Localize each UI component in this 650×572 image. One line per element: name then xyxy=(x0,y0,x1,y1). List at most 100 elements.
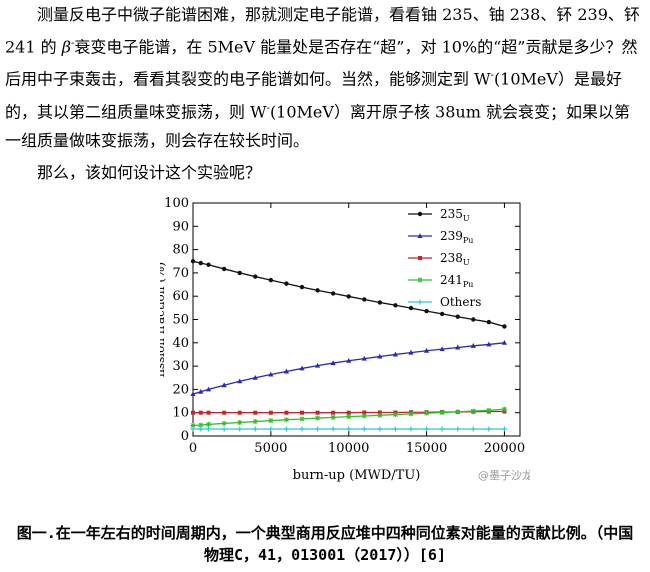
y-tick-label: 100 xyxy=(164,196,189,211)
y-tick-label: 70 xyxy=(172,266,189,281)
legend-swatch-marker xyxy=(417,299,423,305)
data-point-239Pu xyxy=(237,378,243,384)
data-point-241Pu xyxy=(198,422,204,428)
x-axis-label: burn-up (MWD/TU) xyxy=(293,468,421,483)
data-point-238U xyxy=(315,410,320,415)
series-line-239Pu xyxy=(192,342,505,395)
data-point-235U xyxy=(439,311,445,317)
data-point-238U xyxy=(331,410,336,415)
watermark-text: @墨子沙龙HEP xyxy=(478,469,530,482)
data-point-238U xyxy=(362,410,367,415)
legend-label: 235U xyxy=(440,207,470,223)
data-point-Others xyxy=(486,426,492,432)
data-point-239Pu xyxy=(423,347,430,353)
fission-fraction-chart: 0 10 20 30 40 50 60 70 80 90 100 0 5000 10000 15000 200… xyxy=(160,196,530,483)
data-point-Others xyxy=(206,426,212,432)
para1-text-c: (10MeV）是最好的，其以第二组质量味变振荡，则 W xyxy=(5,69,622,121)
data-point-Others xyxy=(198,426,204,432)
legend-swatch-marker xyxy=(417,277,423,283)
data-point-239Pu xyxy=(314,362,321,368)
data-point-241Pu xyxy=(439,409,445,415)
series-239Pu xyxy=(190,340,508,397)
data-point-241Pu xyxy=(361,413,367,419)
para1-text-a: 测量反电子中微子能谱困难，那就测定电子能谱，看看铀 235、铀 238、钚 23… xyxy=(5,5,640,57)
data-point-241Pu xyxy=(330,414,336,420)
data-point-235U xyxy=(455,314,460,319)
y-axis-label: fission fraction (%) xyxy=(160,262,167,377)
chart-legend: 235U 239Pu 238U 241Pu Others xyxy=(408,207,481,309)
y-tick-label: 60 xyxy=(172,289,189,304)
data-point-239Pu xyxy=(377,353,383,359)
data-point-241Pu xyxy=(315,415,321,421)
para1-text-d: (10MeV）离开原子核 38um 就会衰变；如果以第一组质量做味变振荡，则会存… xyxy=(5,101,630,150)
y-tick-label: 0 xyxy=(181,429,189,444)
legend-label: 238U xyxy=(440,251,470,267)
data-point-Others xyxy=(361,426,367,432)
data-point-Others xyxy=(470,426,476,432)
data-point-235U xyxy=(299,284,305,290)
data-point-235U xyxy=(206,262,211,267)
data-point-239Pu xyxy=(330,360,336,366)
data-point-235U xyxy=(198,260,203,266)
y-tick-label: 50 xyxy=(172,313,189,328)
w-sup-minus-2: - xyxy=(266,102,270,114)
data-point-235U xyxy=(408,305,414,311)
data-point-235U xyxy=(502,324,507,329)
series-241Pu xyxy=(190,406,507,429)
data-point-Others xyxy=(252,426,258,432)
legend-swatch-marker xyxy=(417,211,423,217)
legend-label: Others xyxy=(440,295,481,309)
data-point-238U xyxy=(206,410,211,415)
data-point-239Pu xyxy=(252,374,258,380)
data-point-239Pu xyxy=(439,346,445,352)
data-point-235U xyxy=(471,317,476,322)
x-tick-label: 10000 xyxy=(328,441,369,456)
data-point-238U xyxy=(198,410,203,415)
data-point-238U xyxy=(346,410,351,415)
chart-series-layer xyxy=(190,259,508,432)
data-point-241Pu xyxy=(221,420,227,426)
beta-symbol: β xyxy=(61,37,71,57)
data-point-241Pu xyxy=(346,414,352,420)
x-tick-label: 20000 xyxy=(484,441,525,456)
data-point-241Pu xyxy=(268,418,274,424)
data-point-239Pu xyxy=(268,371,274,377)
data-point-239Pu xyxy=(190,391,196,397)
data-point-235U xyxy=(237,270,242,276)
y-tick-label: 20 xyxy=(172,382,189,397)
legend-label-sub: U xyxy=(463,214,470,223)
y-tick-label: 30 xyxy=(172,359,189,374)
data-point-241Pu xyxy=(252,419,258,425)
legend-label-sub: U xyxy=(463,258,470,267)
data-point-239Pu xyxy=(346,357,352,363)
data-point-239Pu xyxy=(486,341,492,347)
series-235U xyxy=(190,259,507,329)
series-line-235U xyxy=(192,260,505,328)
legend-swatch-marker xyxy=(418,256,422,260)
data-point-235U xyxy=(362,297,367,302)
data-point-235U xyxy=(190,259,196,264)
data-point-241Pu xyxy=(377,412,383,418)
data-point-Others xyxy=(299,426,305,432)
data-point-239Pu xyxy=(361,355,367,361)
data-point-239Pu xyxy=(392,351,399,357)
data-point-Others xyxy=(268,426,274,432)
data-point-Others xyxy=(455,426,461,432)
data-point-Others xyxy=(237,426,243,432)
data-point-238U xyxy=(300,410,304,415)
data-point-Others xyxy=(501,426,507,432)
data-point-241Pu xyxy=(299,416,305,422)
data-point-241Pu xyxy=(237,419,243,425)
beta-sup-minus: - xyxy=(70,38,75,49)
data-point-Others xyxy=(408,426,414,432)
y-tick-label: 80 xyxy=(172,243,189,258)
data-point-238U xyxy=(191,410,195,415)
data-point-241Pu xyxy=(392,412,398,418)
series-Others xyxy=(190,426,507,432)
data-point-Others xyxy=(377,426,383,432)
data-point-239Pu xyxy=(198,388,204,394)
y-tick-label: 10 xyxy=(172,406,189,421)
data-point-238U xyxy=(268,410,273,415)
data-point-239Pu xyxy=(470,343,476,348)
data-point-238U xyxy=(284,410,289,415)
